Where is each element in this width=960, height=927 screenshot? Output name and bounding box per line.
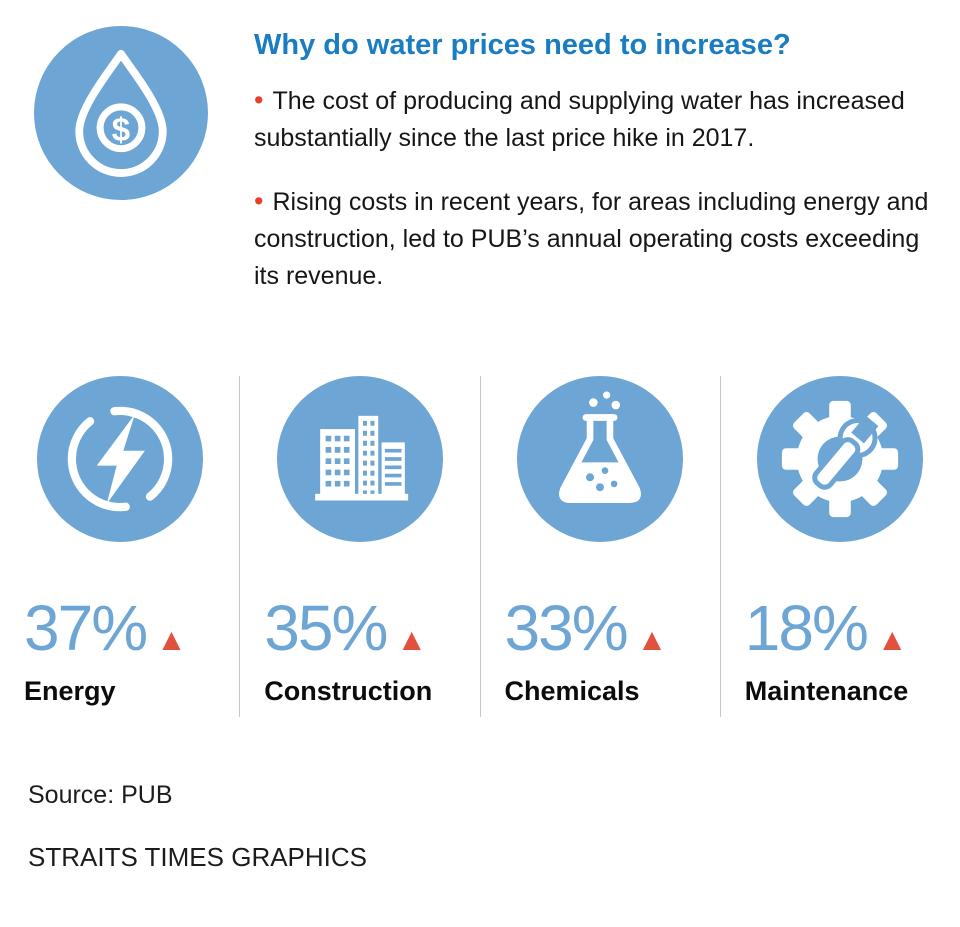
- stat-label: Construction: [264, 675, 433, 706]
- stat-value: 37%: [24, 591, 148, 664]
- stat-value-row: 18% ▲: [721, 596, 960, 660]
- dollar-water-drop-icon: $: [34, 26, 208, 200]
- stat-maintenance: 18% ▲ Maintenance: [719, 375, 960, 717]
- bullet-text-2: Rising costs in recent years, for areas …: [254, 188, 929, 290]
- bullet-point-1: • The cost of producing and supplying wat…: [254, 81, 932, 156]
- stat-energy: 37% ▲ Energy: [0, 375, 239, 717]
- stat-value: 33%: [504, 591, 629, 664]
- up-triangle-icon: ▲: [636, 621, 668, 657]
- stat-value: 18%: [744, 591, 869, 664]
- page-title: Why do water prices need to increase?: [254, 29, 791, 61]
- bullet-dot-icon: •: [254, 186, 264, 217]
- header-text: Why do water prices need to increase? • T…: [254, 26, 932, 320]
- footer-section: Source: PUB STRAITS TIMES GRAPHICS: [0, 781, 960, 873]
- bullet-dot-icon: •: [254, 84, 264, 115]
- bullet-text-1: The cost of producing and supplying wate…: [254, 86, 905, 152]
- buildings-icon: [276, 375, 443, 542]
- stats-row: 37% ▲ Energy: [0, 375, 960, 717]
- header-section: $ Why do water prices need to increase? …: [0, 0, 960, 320]
- stat-label: Energy: [24, 675, 116, 706]
- stat-construction: 35% ▲ Construction: [239, 375, 479, 717]
- stat-label: Chemicals: [504, 675, 640, 706]
- stat-chemicals: 33% ▲ Chemicals: [479, 375, 720, 717]
- stat-value-row: 35% ▲: [240, 596, 479, 660]
- bullet-point-2: • Rising costs in recent years, for areas…: [254, 182, 932, 294]
- stat-value: 35%: [264, 591, 388, 664]
- up-triangle-icon: ▲: [156, 621, 187, 657]
- up-triangle-icon: ▲: [876, 621, 908, 657]
- up-triangle-icon: ▲: [396, 621, 428, 657]
- stat-value-row: 33% ▲: [481, 596, 720, 660]
- credit-text: STRAITS TIMES GRAPHICS: [28, 841, 368, 872]
- gear-wrench-icon: [757, 375, 924, 542]
- flask-icon: [517, 375, 684, 542]
- stat-value-row: 37% ▲: [0, 596, 239, 660]
- stat-label: Maintenance: [744, 675, 909, 706]
- lightning-icon: [36, 375, 203, 542]
- svg-text:$: $: [112, 112, 130, 149]
- source-text: Source: PUB: [28, 780, 173, 809]
